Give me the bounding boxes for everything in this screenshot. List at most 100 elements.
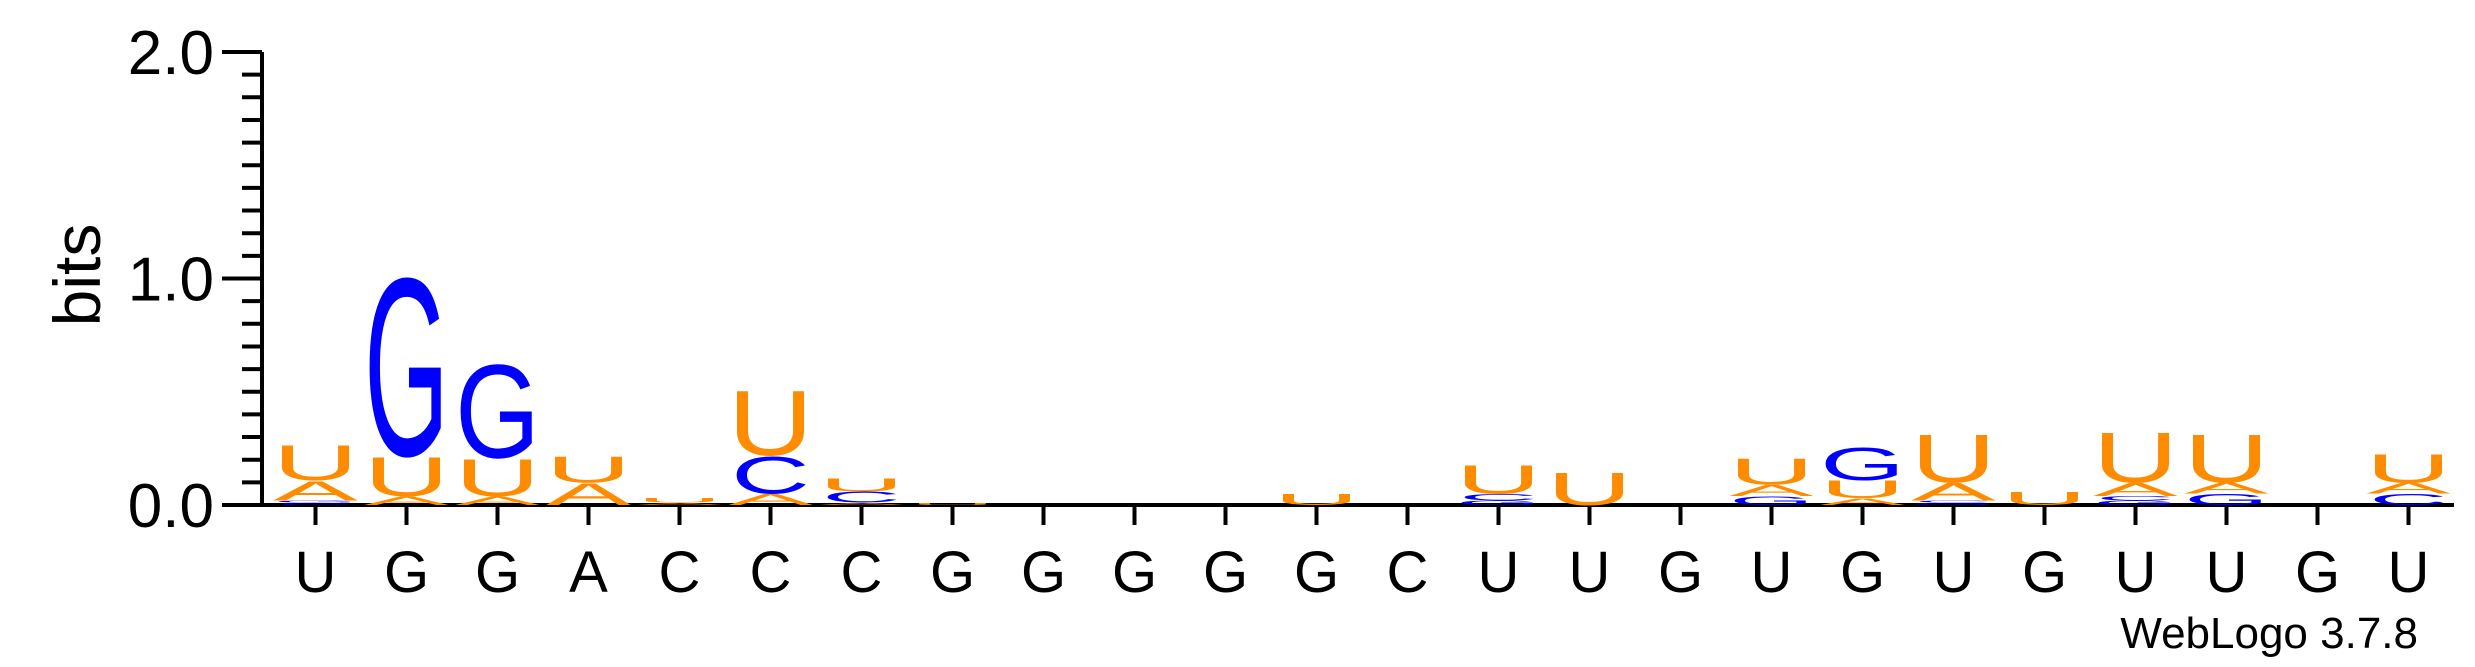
- logo-letter-G: G: [2093, 499, 2178, 506]
- x-tick-label: G: [1112, 540, 1157, 605]
- svg-text:U: U: [2184, 421, 2269, 497]
- logo-letter-A: A: [728, 491, 814, 508]
- svg-text:U: U: [637, 497, 722, 504]
- y-tick-label: 2.0: [128, 19, 214, 88]
- svg-text:A: A: [364, 494, 449, 508]
- svg-text:G: G: [1729, 494, 1814, 508]
- y-tick-label: 0.0: [128, 472, 214, 541]
- x-tick-label: U: [2206, 540, 2248, 605]
- chart-axes: 0.0 1.0 2.0: [128, 19, 2454, 541]
- logo-letter-G: G: [1911, 502, 1996, 505]
- svg-text:A: A: [819, 502, 904, 505]
- svg-text:U: U: [1456, 457, 1541, 502]
- svg-text:U: U: [2366, 446, 2451, 491]
- x-tick-label: G: [2295, 540, 2340, 605]
- x-tick-label: G: [1203, 540, 1248, 605]
- x-tick-label: U: [1478, 540, 1520, 605]
- logo-letter-U: U: [1820, 476, 1905, 504]
- logo-letter-C: C: [276, 502, 355, 505]
- x-tick-label: U: [2115, 540, 2157, 605]
- x-tick-label: A: [569, 540, 608, 605]
- svg-text:U: U: [273, 436, 358, 491]
- svg-text:C: C: [276, 502, 355, 505]
- logo-letter-U: U: [1456, 457, 1541, 502]
- logo-letter-C: C: [1459, 492, 1538, 502]
- logo-letter-U: U: [1911, 421, 1996, 497]
- x-tick-label: G: [930, 540, 975, 605]
- logo-letter-G: G: [1820, 438, 1905, 490]
- svg-text:U: U: [2093, 418, 2178, 498]
- logo-letter-U: U: [910, 502, 995, 505]
- x-tick-label: U: [2388, 540, 2430, 605]
- logo-letter-U: U: [819, 475, 904, 496]
- logo-letter-A: A: [1911, 478, 1996, 506]
- logo-letter-A: A: [455, 494, 540, 508]
- logo-letter-G: G: [1456, 499, 1541, 506]
- logo-letter-U: U: [2002, 488, 2087, 509]
- svg-text:G: G: [1456, 499, 1541, 506]
- svg-text:U: U: [1547, 464, 1632, 516]
- svg-text:A: A: [546, 477, 631, 512]
- svg-text:A: A: [273, 476, 359, 507]
- logo-letter-C: C: [822, 489, 901, 506]
- svg-text:U: U: [2002, 488, 2087, 509]
- svg-text:G: G: [2184, 491, 2269, 508]
- svg-text:U: U: [455, 449, 540, 508]
- logo-letter-G: G: [364, 226, 449, 509]
- svg-text:A: A: [2366, 480, 2452, 497]
- logo-letter-A: A: [273, 476, 359, 507]
- logo-letter-G: G: [2184, 491, 2269, 508]
- y-tick-label: 1.0: [128, 246, 214, 315]
- x-tick-label: C: [1387, 540, 1429, 605]
- x-tick-label: G: [475, 540, 520, 605]
- logo-letter-U: U: [2184, 421, 2269, 497]
- svg-text:A: A: [1820, 497, 1905, 507]
- svg-text:A: A: [1729, 482, 1815, 499]
- logo-letter-U: U: [1729, 451, 1814, 493]
- logo-letter-A: A: [2366, 480, 2452, 497]
- svg-text:G: G: [1911, 502, 1996, 505]
- logo-letter-G: G: [1729, 494, 1814, 508]
- x-tick-label: U: [1751, 540, 1793, 605]
- svg-text:A: A: [637, 502, 722, 505]
- logo-letter-A: A: [546, 477, 631, 512]
- x-tick-label: G: [1021, 540, 1066, 605]
- svg-text:C: C: [2096, 495, 2175, 502]
- x-tick-label: C: [750, 540, 792, 605]
- logo-letter-C: C: [731, 447, 810, 506]
- x-tick-label: C: [841, 540, 883, 605]
- logo-letter-U: U: [364, 445, 449, 508]
- logo-letter-G: G: [455, 337, 540, 486]
- svg-text:U: U: [1911, 421, 1996, 497]
- logo-letter-A: A: [2184, 480, 2270, 497]
- x-tick-label: U: [1569, 540, 1611, 605]
- svg-text:A: A: [455, 494, 540, 508]
- svg-text:G: G: [364, 226, 449, 509]
- svg-text:G: G: [2093, 499, 2178, 506]
- svg-text:U: U: [1820, 476, 1905, 504]
- svg-text:A: A: [2184, 480, 2270, 497]
- svg-text:G: G: [455, 337, 540, 486]
- logo-letter-U: U: [1274, 491, 1359, 508]
- y-axis-label: bits: [40, 224, 114, 327]
- svg-text:A: A: [2093, 479, 2178, 500]
- logo-letter-A: A: [637, 502, 722, 505]
- logo-letter-C: C: [2369, 491, 2448, 508]
- weblogo-credit: WebLogo 3.7.8: [2120, 609, 2418, 658]
- logo-letter-U: U: [728, 371, 813, 475]
- logo-letter-G: G: [273, 500, 358, 503]
- svg-text:U: U: [819, 475, 904, 496]
- logo-letter-C: C: [1914, 500, 1993, 503]
- logo-letter-U: U: [2366, 446, 2451, 491]
- svg-text:C: C: [731, 447, 810, 506]
- x-tick-label: G: [1294, 540, 1339, 605]
- svg-text:U: U: [728, 371, 813, 475]
- svg-text:A: A: [728, 491, 814, 508]
- logo-letter-U: U: [546, 449, 631, 491]
- svg-text:U: U: [1729, 451, 1814, 493]
- logo-letter-U: U: [1547, 464, 1632, 516]
- logo-letter-A: A: [2093, 479, 2178, 500]
- svg-text:A: A: [1911, 478, 1996, 506]
